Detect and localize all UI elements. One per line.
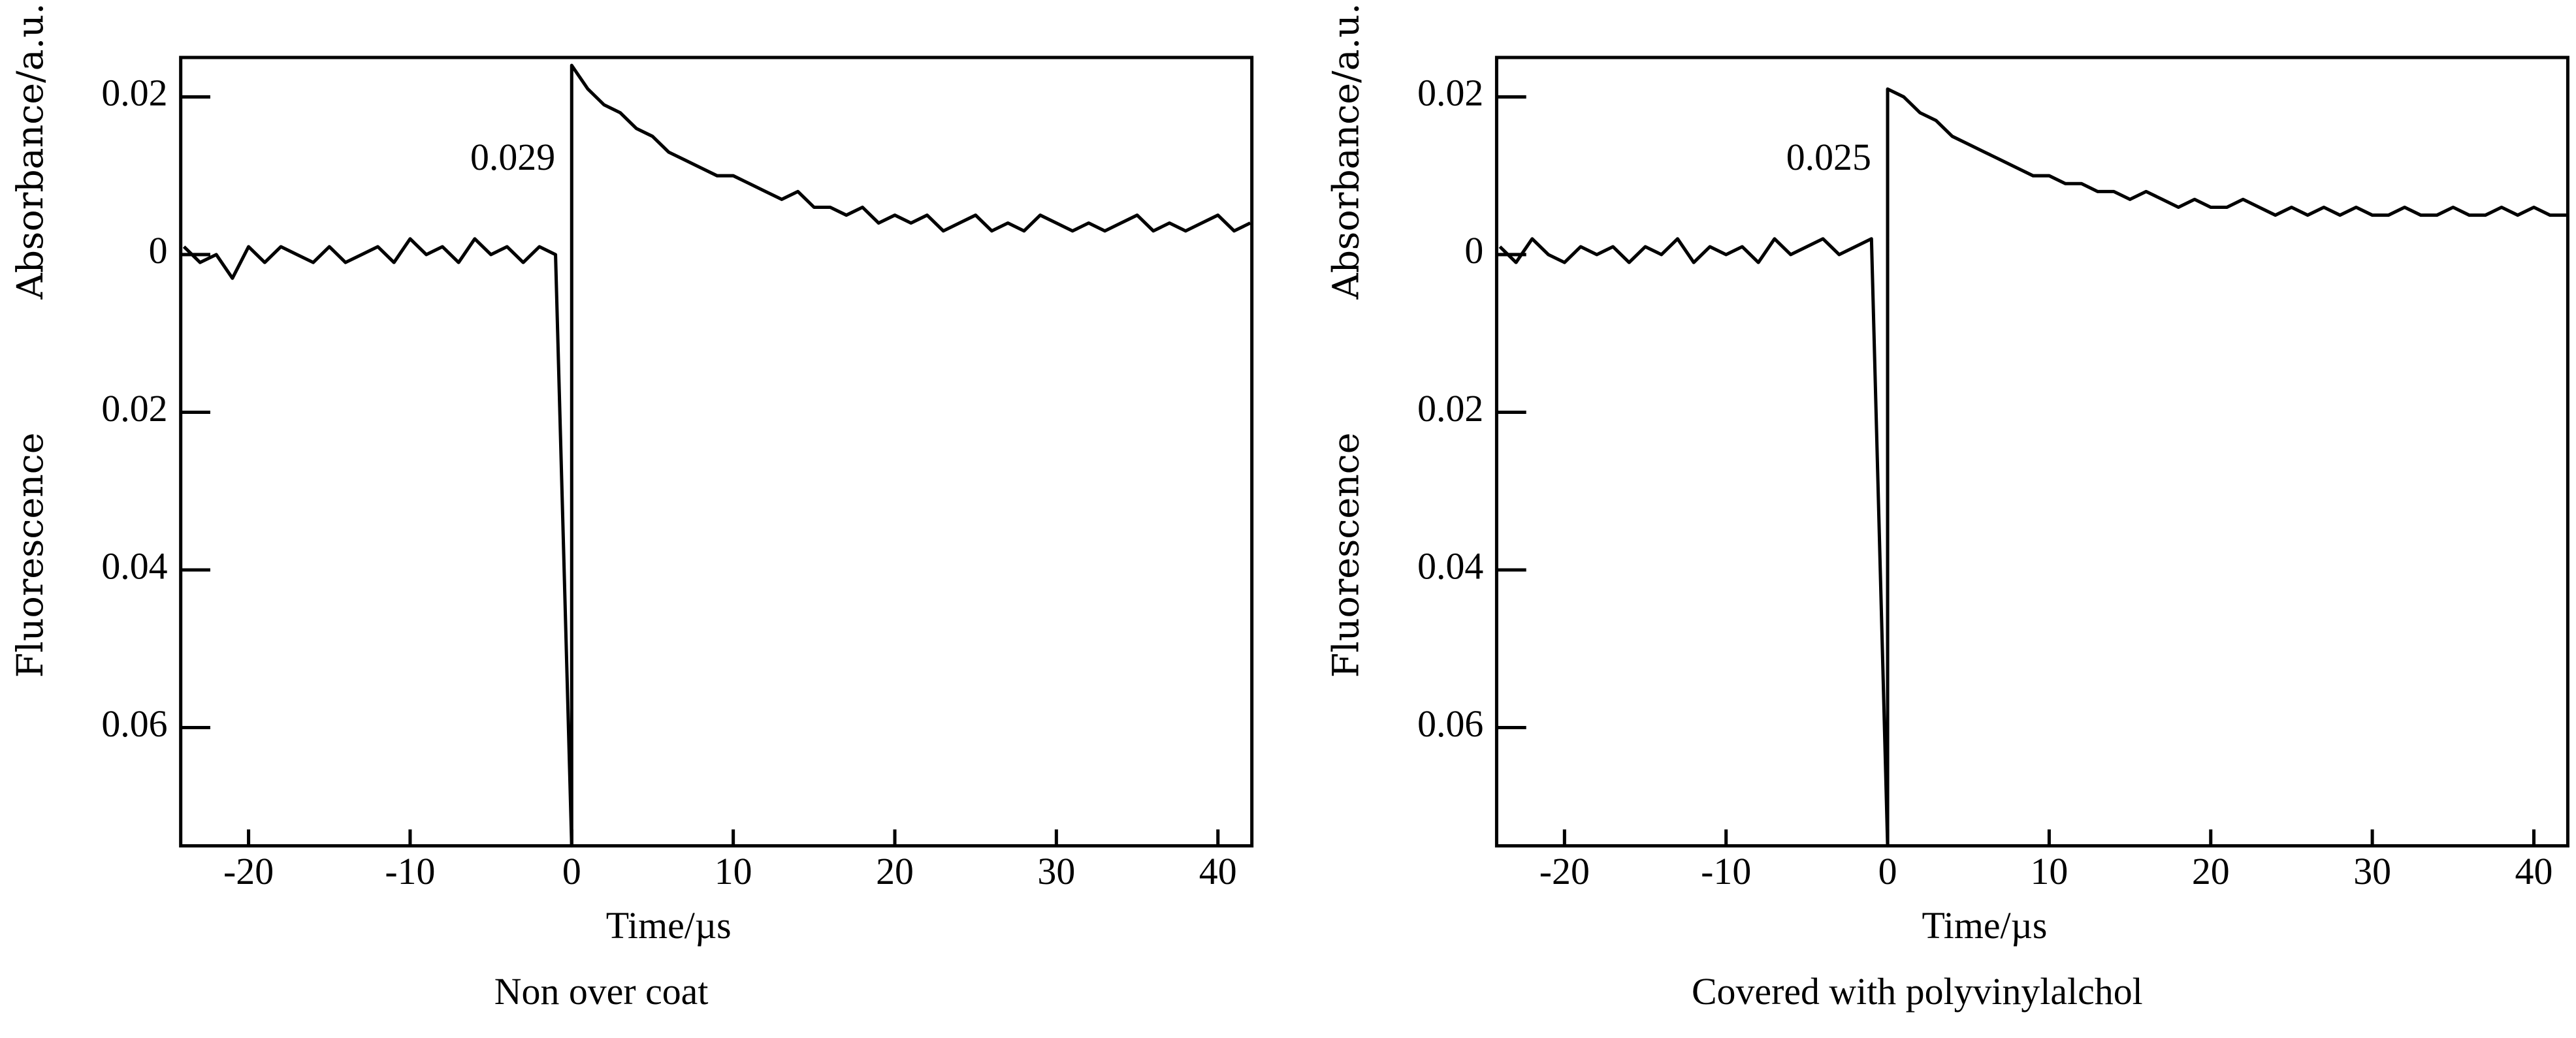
x-tick-label: 0 [1878,850,1897,892]
x-axis-label: Time/µs [606,904,732,947]
trace [182,63,1251,848]
y-axis-label: Absorbance/a.u. [10,3,52,300]
x-tick-label: -10 [1701,850,1751,892]
x-tick-label: -10 [385,850,435,892]
x-tick-label: -20 [223,850,274,892]
caption: Covered with polyvinylalchol [1692,970,2143,1013]
annotation: 0.029 [470,136,555,178]
x-tick-label: -20 [1539,850,1590,892]
y-tick-label: 0.06 [1417,702,1483,745]
annotation: 0.025 [1786,136,1871,178]
y-tick-label: 0 [1464,229,1483,272]
y-tick-label: 0.04 [1417,544,1483,587]
x-tick-label: 10 [715,850,752,892]
y-tick-label: 0.02 [1417,387,1483,430]
trace [1498,87,2566,848]
y-axis-label: Absorbance/a.u. [1326,3,1368,300]
y-tick-label: 0 [149,229,168,272]
caption: Non over coat [494,970,709,1013]
y-tick-label: 0.06 [101,702,167,745]
y-tick-label: 0.02 [1417,72,1483,114]
x-tick-label: 30 [1037,850,1075,892]
x-tick-label: 20 [876,850,914,892]
y-axis-label: Fluorescence [1326,432,1368,678]
y-tick-label: 0.02 [101,72,167,114]
x-tick-label: 40 [2515,850,2553,892]
x-axis-label: Time/µs [1922,904,2047,947]
x-tick-label: 0 [562,850,581,892]
x-tick-label: 10 [2030,850,2068,892]
x-tick-label: 40 [1199,850,1237,892]
y-tick-label: 0.04 [101,544,167,587]
y-axis-label: Fluorescence [10,432,52,678]
plot-frame [1494,55,2569,848]
x-tick-label: 30 [2353,850,2391,892]
plot-frame [179,55,1254,848]
x-tick-label: 20 [2192,850,2230,892]
y-tick-label: 0.02 [101,387,167,430]
